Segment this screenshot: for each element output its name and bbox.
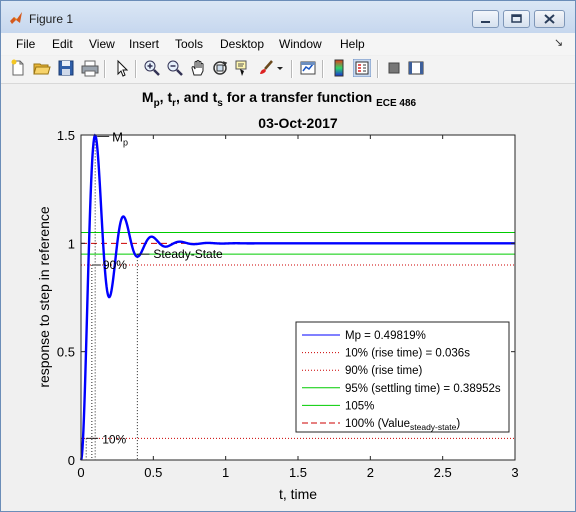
menu-window[interactable]: Window: [279, 37, 322, 51]
zoom-in-icon[interactable]: [143, 59, 161, 77]
x-tick-label: 0.5: [144, 465, 162, 480]
legend-entry: 90% (rise time): [345, 365, 422, 377]
x-tick-label: 2: [367, 465, 374, 480]
maximize-button[interactable]: [503, 10, 530, 28]
legend-entry: 95% (settling time) = 0.38952s: [345, 383, 501, 395]
y-tick-label: 1: [68, 236, 75, 251]
data-cursor-icon[interactable]: [234, 59, 252, 77]
toolbar: [1, 56, 575, 84]
axes-box: [80, 134, 516, 461]
x-tick-label: 1.5: [289, 465, 307, 480]
pointer-icon[interactable]: [113, 59, 131, 77]
x-tick-label: 1: [222, 465, 229, 480]
menu-overflow-arrow[interactable]: ↘: [554, 37, 564, 49]
y-axis-label: response to step in reference: [36, 206, 52, 388]
minimize-button[interactable]: [472, 10, 499, 28]
close-button[interactable]: [534, 10, 565, 28]
title-bar[interactable]: Figure 1: [1, 1, 575, 33]
close-icon: [544, 14, 555, 24]
pan-icon[interactable]: [189, 59, 207, 77]
colorbar-icon[interactable]: [330, 59, 348, 77]
annotation-mp: Mp: [112, 129, 128, 147]
y-tick-label: 1.5: [57, 128, 75, 143]
brush-dropdown-icon[interactable]: [275, 59, 285, 77]
y-tick-label: 0.5: [57, 345, 75, 360]
print-icon[interactable]: [81, 59, 99, 77]
maximize-icon: [511, 14, 522, 23]
open-file-icon[interactable]: [33, 59, 51, 77]
rotate-3d-icon[interactable]: [211, 59, 229, 77]
x-tick-label: 3: [511, 465, 518, 480]
matlab-icon: [10, 12, 22, 24]
zoom-out-icon[interactable]: [166, 59, 184, 77]
save-icon[interactable]: [57, 59, 75, 77]
menu-bar: File Edit View Insert Tools Desktop Wind…: [1, 33, 575, 55]
new-figure-icon[interactable]: [9, 59, 27, 77]
menu-file[interactable]: File: [16, 37, 36, 51]
toolbar-separator: [322, 60, 324, 78]
toolbar-separator: [104, 60, 106, 78]
legend-entry: 10% (rise time) = 0.036s: [345, 348, 470, 360]
legend-entry: Mp = 0.49819%: [345, 330, 426, 342]
y-tick-label: 0: [68, 453, 75, 468]
legend-box: [295, 321, 510, 433]
menu-view[interactable]: View: [89, 37, 115, 51]
annotation-90-percent: 90%: [103, 258, 127, 272]
menu-desktop[interactable]: Desktop: [220, 37, 265, 51]
window-title: Figure 1: [29, 12, 74, 26]
menu-edit[interactable]: Edit: [52, 37, 73, 51]
annotation-10-percent: 10%: [102, 432, 126, 446]
x-tick-label: 2.5: [434, 465, 452, 480]
legend-entry: 105%: [345, 400, 374, 412]
legend-entry: 100% (Valuesteady-state): [345, 418, 460, 432]
show-plot-tools-icon[interactable]: [407, 59, 425, 77]
menu-insert[interactable]: Insert: [129, 37, 160, 51]
brush-icon[interactable]: [257, 59, 275, 77]
step-response-plot[interactable]: Mp, tr, and ts for a transfer function E…: [9, 85, 567, 503]
series-step-response: [79, 133, 515, 461]
link-plot-icon[interactable]: [299, 59, 317, 77]
legend[interactable]: Mp = 0.49819% 10% (rise time) = 0.036s 90%…: [295, 321, 510, 433]
hide-plot-tools-icon[interactable]: [385, 59, 403, 77]
minimize-icon: [481, 21, 490, 23]
chart-date: 03-Oct-2017: [258, 115, 338, 131]
x-tick-label: 0: [77, 465, 84, 480]
legend-icon[interactable]: [353, 59, 371, 77]
figure-canvas: Mp, tr, and ts for a transfer function E…: [9, 85, 567, 503]
x-axis-label: t, time: [279, 486, 317, 502]
menu-tools[interactable]: Tools: [175, 37, 204, 51]
annotation-steady-state: Steady-State: [153, 247, 223, 261]
menu-help[interactable]: Help: [340, 37, 365, 51]
toolbar-separator: [377, 60, 379, 78]
chart-title: Mp, tr, and ts for a transfer function E…: [142, 89, 417, 109]
toolbar-separator: [291, 60, 293, 78]
toolbar-separator: [135, 60, 137, 78]
